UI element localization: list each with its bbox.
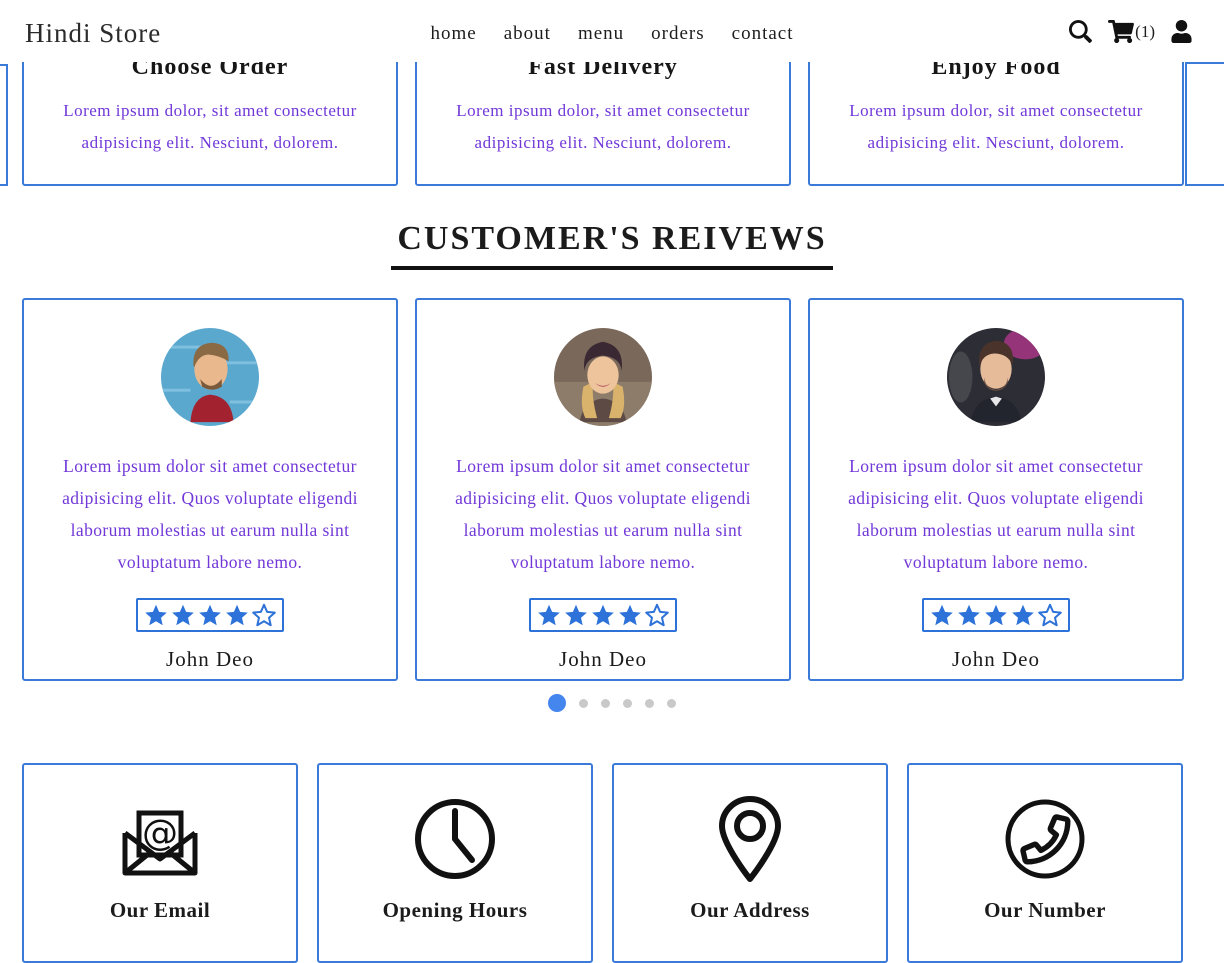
star-filled-icon xyxy=(172,604,194,626)
star-filled-icon xyxy=(1012,604,1034,626)
email-envelope-icon: @ xyxy=(122,810,198,876)
rating-stars xyxy=(529,598,677,632)
star-filled-icon xyxy=(145,604,167,626)
carousel-dot[interactable] xyxy=(548,694,566,712)
reviewer-name: John Deo xyxy=(952,647,1040,671)
step-text: Lorem ipsum dolor, sit amet consectetur … xyxy=(456,101,750,152)
avatar-photo-woman-beanie xyxy=(554,328,652,426)
avatar-photo-man-suit xyxy=(947,328,1045,426)
main-nav: home about menu orders contact xyxy=(431,23,794,45)
avatar xyxy=(554,328,652,426)
reviewer-name: John Deo xyxy=(166,647,254,671)
nav-home[interactable]: home xyxy=(430,23,477,44)
carousel-dots xyxy=(0,694,1224,712)
reviews-heading: CUSTOMER'S REIVEWS xyxy=(391,220,833,270)
star-filled-icon xyxy=(985,604,1007,626)
star-filled-icon xyxy=(592,604,614,626)
step-text: Lorem ipsum dolor, sit amet consectetur … xyxy=(849,101,1143,152)
carousel-card-fragment-left xyxy=(0,64,8,186)
contact-label: Our Email xyxy=(109,898,211,922)
avatar xyxy=(161,328,259,426)
nav-menu[interactable]: menu xyxy=(577,23,625,44)
nav-contact[interactable]: contact xyxy=(731,23,794,44)
carousel-dot[interactable] xyxy=(579,698,588,708)
star-filled-icon xyxy=(226,604,248,626)
contact-card-hours: Opening Hours xyxy=(317,763,593,963)
site-header: Hindi Store home about menu orders conta… xyxy=(0,0,1224,62)
contact-card-address: Our Address xyxy=(612,763,888,963)
star-outline-icon xyxy=(645,603,669,627)
reviewer-name: John Deo xyxy=(559,647,647,671)
carousel-dot[interactable] xyxy=(645,698,654,708)
contact-card-number: Our Number xyxy=(907,763,1183,963)
cart-button[interactable]: (1) xyxy=(1108,20,1155,43)
site-logo[interactable]: Hindi Store xyxy=(25,18,162,48)
contact-label: Our Address xyxy=(690,898,810,922)
rating-stars xyxy=(136,598,284,632)
star-outline-icon xyxy=(252,603,276,627)
reviews-section-header: CUSTOMER'S REIVEWS xyxy=(0,220,1224,270)
cart-icon xyxy=(1108,20,1135,43)
star-filled-icon xyxy=(931,604,953,626)
rating-stars xyxy=(922,598,1070,632)
nav-orders[interactable]: orders xyxy=(651,23,705,44)
header-icons: (1) xyxy=(1069,20,1192,43)
cart-count: (1) xyxy=(1135,21,1155,41)
carousel-dot[interactable] xyxy=(601,698,610,708)
review-text: Lorem ipsum dolor sit amet consectetur a… xyxy=(455,456,751,572)
contact-label: Opening Hours xyxy=(382,898,528,922)
carousel-dot[interactable] xyxy=(667,698,676,708)
star-outline-icon xyxy=(1038,603,1062,627)
phone-icon xyxy=(1005,799,1085,879)
review-text: Lorem ipsum dolor sit amet consectetur a… xyxy=(62,456,358,572)
star-filled-icon xyxy=(619,604,641,626)
star-filled-icon xyxy=(958,604,980,626)
contact-label: Our Number xyxy=(984,898,1106,922)
search-icon[interactable] xyxy=(1069,20,1093,43)
star-filled-icon xyxy=(565,604,587,626)
user-icon[interactable] xyxy=(1171,20,1192,43)
star-filled-icon xyxy=(538,604,560,626)
location-pin-icon xyxy=(719,796,781,882)
review-text: Lorem ipsum dolor sit amet consectetur a… xyxy=(848,456,1144,572)
clock-icon xyxy=(415,799,495,879)
avatar-photo-man-red-shirt xyxy=(161,328,259,426)
step-text: Lorem ipsum dolor, sit amet consectetur … xyxy=(63,101,357,152)
avatar xyxy=(947,328,1045,426)
review-card: Lorem ipsum dolor sit amet consectetur a… xyxy=(808,298,1184,681)
review-card: Lorem ipsum dolor sit amet consectetur a… xyxy=(22,298,398,681)
nav-about[interactable]: about xyxy=(503,23,551,44)
carousel-dot[interactable] xyxy=(623,698,632,708)
carousel-card-fragment-right xyxy=(1185,62,1224,186)
star-filled-icon xyxy=(199,604,221,626)
review-card: Lorem ipsum dolor sit amet consectetur a… xyxy=(415,298,791,681)
contact-card-email: @ Our Email xyxy=(22,763,298,963)
